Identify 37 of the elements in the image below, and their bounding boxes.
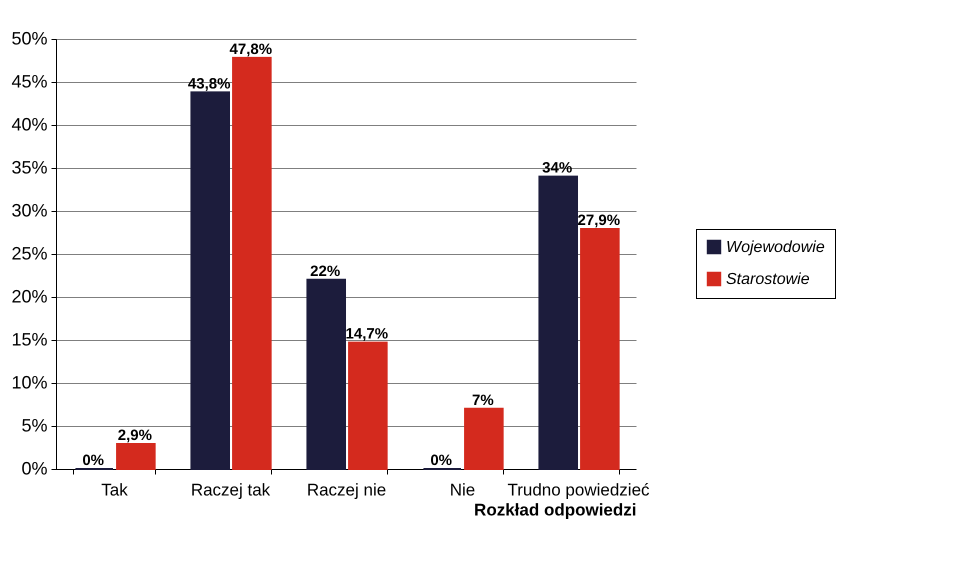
bar (538, 176, 578, 470)
bar (464, 408, 504, 470)
y-tick-label: 25% (11, 244, 48, 264)
data-label: 34% (542, 160, 572, 177)
bar (580, 228, 620, 470)
legend-label: Wojewodowie (726, 239, 825, 256)
bar (190, 91, 230, 470)
bar (116, 443, 156, 470)
bar (232, 56, 272, 470)
x-tick-label: Nie (450, 480, 476, 500)
x-tick-label: Raczej nie (306, 480, 386, 500)
x-axis-title: Rozkład odpowiedzi (474, 500, 636, 520)
y-tick-label: 15% (11, 330, 48, 350)
data-label: 47,8% (230, 40, 272, 58)
data-label: 43,8% (188, 75, 230, 92)
y-tick-label: 0% (21, 458, 48, 478)
y-tick-label: 5% (21, 416, 48, 436)
data-label: 7% (472, 392, 494, 409)
y-tick-label: 50% (11, 28, 48, 48)
data-label: 14,7% (346, 326, 388, 343)
data-label: 27,9% (578, 212, 620, 230)
data-label: 22% (310, 262, 340, 280)
x-tick-label: Tak (101, 480, 128, 500)
data-label: 0% (430, 452, 452, 469)
y-tick-label: 40% (11, 114, 48, 134)
y-tick-label: 45% (11, 72, 48, 92)
y-tick-label: 20% (11, 286, 48, 306)
legend-label: Starostowie (726, 271, 810, 288)
y-tick-label: 35% (11, 158, 48, 178)
y-tick-label: 10% (11, 372, 48, 392)
bar (306, 278, 346, 470)
data-label: 0% (82, 452, 104, 469)
x-tick-label: Trudno powiedzieć (507, 480, 650, 500)
x-tick-label: Raczej tak (190, 480, 271, 500)
data-label: 2,9% (118, 427, 152, 444)
y-tick-label: 30% (11, 200, 48, 220)
bar (348, 342, 388, 470)
